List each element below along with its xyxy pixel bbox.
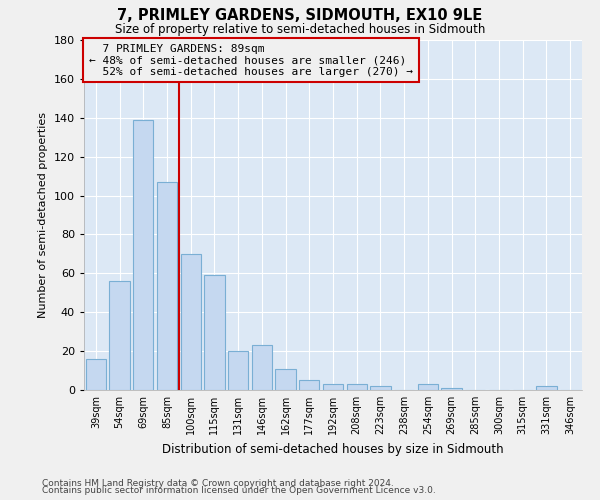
Y-axis label: Number of semi-detached properties: Number of semi-detached properties [38,112,48,318]
X-axis label: Distribution of semi-detached houses by size in Sidmouth: Distribution of semi-detached houses by … [162,442,504,456]
Text: 7 PRIMLEY GARDENS: 89sqm
← 48% of semi-detached houses are smaller (246)
  52% o: 7 PRIMLEY GARDENS: 89sqm ← 48% of semi-d… [89,44,413,76]
Bar [275,368,296,390]
Bar [86,359,106,390]
Bar [252,346,272,390]
Text: Size of property relative to semi-detached houses in Sidmouth: Size of property relative to semi-detach… [115,22,485,36]
Bar [133,120,154,390]
Bar [228,351,248,390]
Bar [323,384,343,390]
Bar [370,386,391,390]
Bar [109,281,130,390]
Text: 7, PRIMLEY GARDENS, SIDMOUTH, EX10 9LE: 7, PRIMLEY GARDENS, SIDMOUTH, EX10 9LE [118,8,482,22]
Bar [536,386,557,390]
Text: Contains public sector information licensed under the Open Government Licence v3: Contains public sector information licen… [42,486,436,495]
Bar [347,384,367,390]
Bar [418,384,438,390]
Bar [181,254,201,390]
Text: Contains HM Land Registry data © Crown copyright and database right 2024.: Contains HM Land Registry data © Crown c… [42,478,394,488]
Bar [205,276,224,390]
Bar [299,380,319,390]
Bar [157,182,177,390]
Bar [442,388,461,390]
